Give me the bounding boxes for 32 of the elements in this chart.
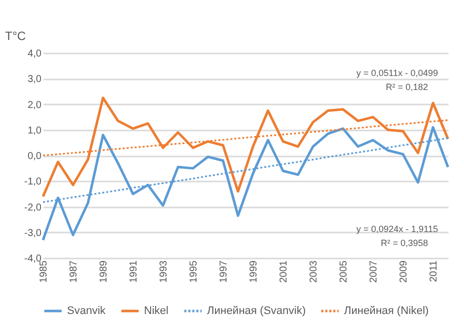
x-tick-label: 1999 [248, 260, 260, 283]
line-series [42, 126, 450, 242]
x-tick-label: 2005 [338, 260, 350, 283]
x-tick-label: 1995 [188, 260, 200, 283]
x-tick-label: 1987 [68, 260, 80, 283]
y-tick-label: 1,0 [28, 125, 42, 136]
x-tick-label: 2003 [308, 260, 320, 283]
legend-label: Линейная (Nikel) [344, 305, 429, 317]
y-tick-label: 4,0 [28, 48, 42, 60]
annotation: y = 0,0924x - 1,9115 [356, 224, 438, 234]
legend-label: Svanvik [67, 305, 106, 317]
y-tick-label: 0,0 [28, 151, 42, 162]
x-tick-label: 2007 [368, 260, 380, 283]
annotation: R² = 0,3958 [380, 238, 428, 248]
legend-label: Линейная (Svanvik) [207, 305, 306, 317]
x-tick-label: 2011 [428, 260, 440, 282]
x-tick-label: 1989 [98, 260, 110, 283]
y-tick-label: -1,0 [24, 176, 42, 188]
y-tick-label: 2,0 [28, 100, 42, 111]
y-axis-title: T°C [5, 29, 26, 43]
legend-label: Nikel [144, 305, 168, 317]
x-tick-label: 1991 [128, 260, 140, 283]
x-tick-label: 2001 [278, 260, 290, 283]
x-tick-label: 1997 [218, 260, 230, 283]
annotation: R² = 0,182 [386, 82, 428, 92]
line-series [42, 96, 450, 198]
y-tick-label: -2,0 [24, 202, 42, 214]
y-tick-label: -3,0 [24, 228, 42, 239]
x-tick-label: 2009 [398, 260, 410, 283]
annotation: y = 0,0511x - 0,0499 [356, 68, 438, 78]
y-tick-label: 3,0 [28, 74, 42, 86]
x-tick-label: 1993 [158, 260, 170, 283]
